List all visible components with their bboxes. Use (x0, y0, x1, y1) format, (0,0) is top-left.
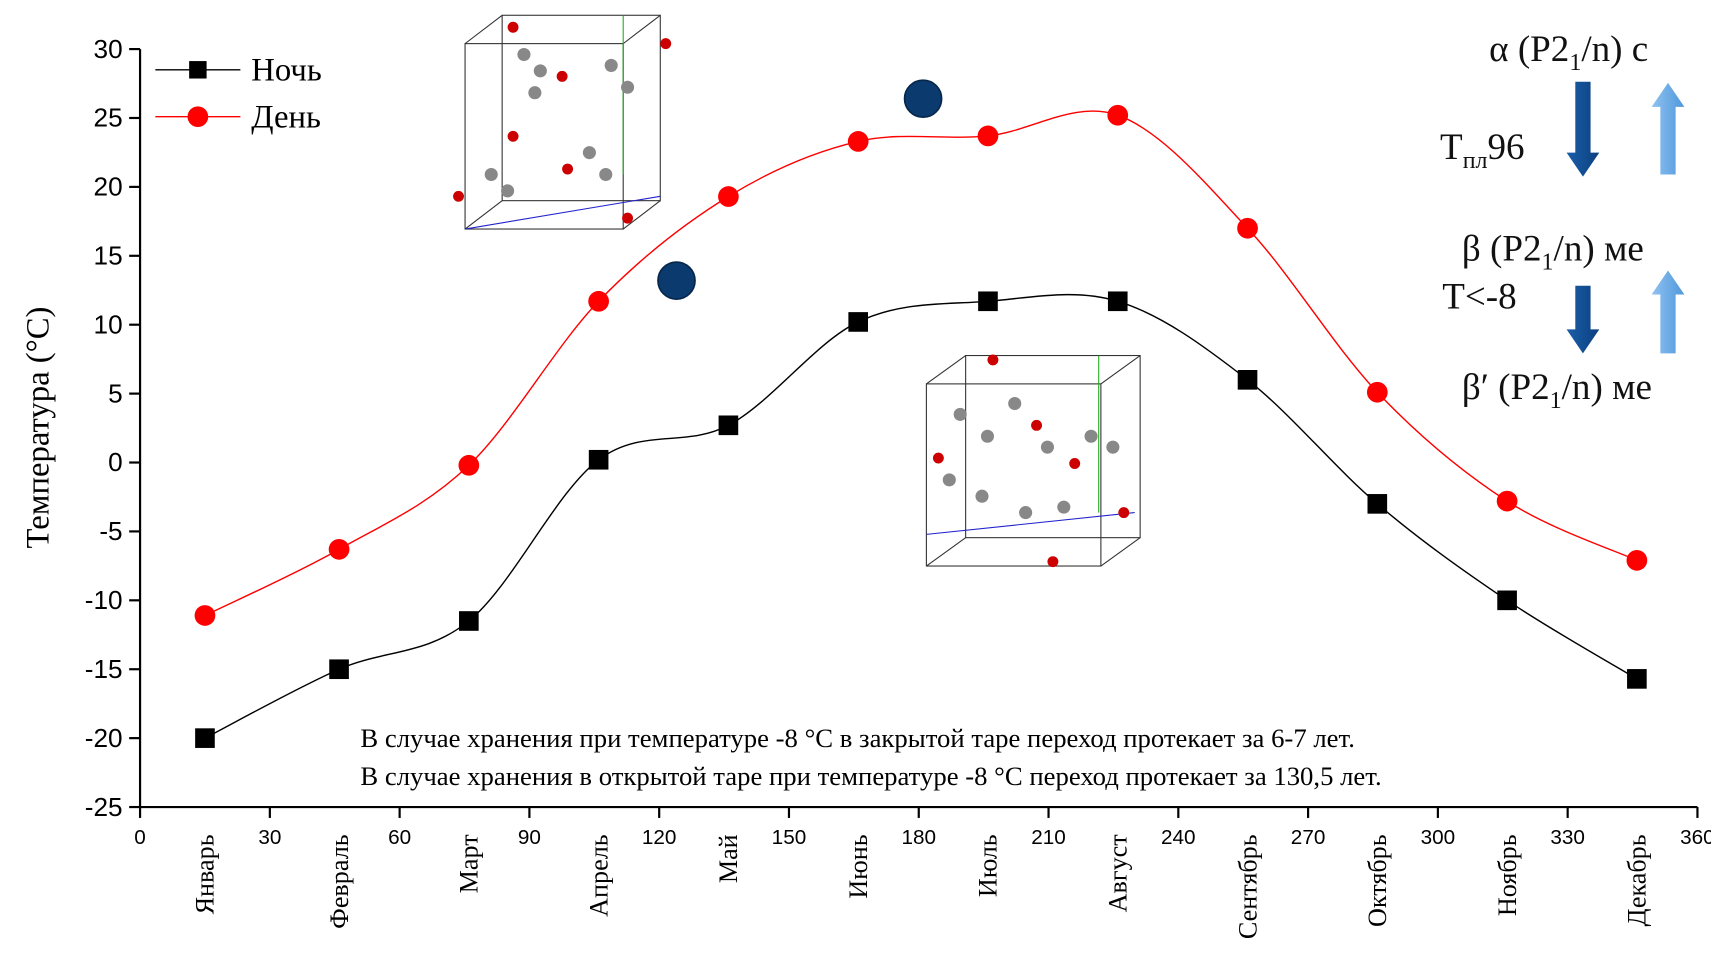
scheme-line: β (P21/n) ме (1462, 229, 1644, 276)
arrows (1567, 82, 1685, 354)
month-label: Июнь (844, 834, 873, 898)
y-tick-label: 0 (108, 447, 123, 477)
crystal-structure-2 (926, 354, 1140, 567)
x-tick-label: 240 (1161, 826, 1196, 849)
data-point (1238, 370, 1258, 390)
scheme-text: β (P2 (1462, 229, 1542, 270)
data-point (978, 291, 998, 311)
scheme-subscript: 1 (1550, 388, 1562, 414)
y-axis-title: Температура (°C) (20, 307, 56, 549)
data-point (589, 450, 609, 470)
data-point (1627, 550, 1648, 571)
data-point (1108, 291, 1128, 311)
data-point (588, 291, 609, 312)
y-tick-label: 5 (108, 378, 123, 408)
month-label: Сентябрь (1233, 834, 1262, 939)
annotation: В случае хранения при температуре -8 °С … (360, 723, 1355, 753)
y-tick-label: 10 (94, 309, 123, 339)
y-tick-label: 20 (94, 172, 123, 202)
month-label: Июль (974, 834, 1003, 897)
legend-marker (188, 106, 209, 127)
month-label: Май (714, 834, 743, 883)
data-point (848, 312, 868, 332)
scheme-text: 96 (1488, 127, 1525, 168)
scheme-text: /n) c (1581, 29, 1648, 70)
x-tick-label: 330 (1550, 826, 1585, 849)
y-tick-label: 15 (94, 241, 123, 271)
scheme-text: /n) ме (1562, 367, 1652, 408)
scheme-subscript: пл (1463, 148, 1488, 174)
x-tick-label: 150 (772, 826, 807, 849)
month-label: Ноябрь (1493, 834, 1522, 916)
highlight-point (658, 262, 695, 299)
month-label: Январь (191, 834, 220, 914)
data-point (1107, 105, 1128, 126)
y-tick-label: 30 (94, 34, 123, 64)
scheme-line: Tпл96 (1440, 127, 1525, 174)
x-tick-label: 210 (1031, 826, 1066, 849)
data-point (459, 611, 479, 631)
data-point (978, 126, 999, 147)
y-tick-label: 25 (94, 103, 123, 133)
scheme-line: α (P21/n) c (1489, 29, 1648, 76)
data-point (1627, 669, 1647, 689)
month-label: Апрель (584, 834, 613, 917)
data-point (718, 186, 739, 207)
data-point (719, 415, 739, 435)
scheme-subscript: 1 (1569, 50, 1581, 76)
x-tick-label: 180 (901, 826, 936, 849)
scheme-line: β′ (P21/n) ме (1462, 367, 1652, 414)
crystal-structure-1 (453, 15, 671, 229)
x-tick-label: 360 (1680, 826, 1711, 849)
legend-marker (189, 61, 206, 78)
y-tick-label: -15 (85, 654, 123, 684)
data-point (1368, 494, 1388, 514)
month-label: Февраль (325, 834, 354, 929)
chart: Температура (°C) -25-20-15-10-5051015202… (0, 0, 1711, 963)
series-line (205, 295, 1637, 739)
x-tick-label: 300 (1421, 826, 1456, 849)
scheme-text: T<-8 (1442, 277, 1516, 318)
data-point (1497, 591, 1517, 611)
x-tick-label: 30 (258, 826, 281, 849)
scheme-text: α (P2 (1489, 29, 1569, 70)
highlight-point (905, 80, 942, 117)
scheme-text: β′ (P2 (1462, 367, 1550, 408)
x-tick-label: 120 (642, 826, 677, 849)
data-point (1367, 382, 1388, 403)
data-point (195, 728, 215, 748)
page: {"chart_data": { "type": "line", "y_labe… (0, 0, 1711, 963)
data-point (1237, 218, 1258, 239)
month-label: Октябрь (1363, 834, 1392, 927)
legend-label: Ночь (251, 53, 321, 89)
x-tick-label: 90 (518, 826, 541, 849)
data-point (1497, 491, 1518, 512)
y-tick-label: -25 (85, 792, 123, 822)
month-label: Декабрь (1623, 834, 1652, 926)
data-point (329, 659, 349, 679)
y-tick-label: -5 (99, 516, 122, 546)
x-tick-label: 60 (388, 826, 411, 849)
y-tick-label: -10 (85, 585, 123, 615)
scheme-subscript: 1 (1542, 249, 1554, 275)
data-point (848, 131, 869, 152)
data-point (329, 539, 350, 560)
month-label: Март (455, 834, 484, 894)
data-point (195, 605, 216, 626)
scheme-text: T (1440, 127, 1463, 168)
data-point (458, 455, 479, 476)
month-label: Август (1103, 834, 1132, 913)
scheme-line: T<-8 (1442, 277, 1516, 318)
x-tick-label: 270 (1291, 826, 1326, 849)
scheme-text: /n) ме (1554, 229, 1644, 270)
annotation: В случае хранения в открытой таре при те… (360, 761, 1381, 791)
legend-label: День (251, 100, 321, 136)
y-tick-label: -20 (85, 723, 123, 753)
x-tick-label: 0 (134, 826, 146, 849)
